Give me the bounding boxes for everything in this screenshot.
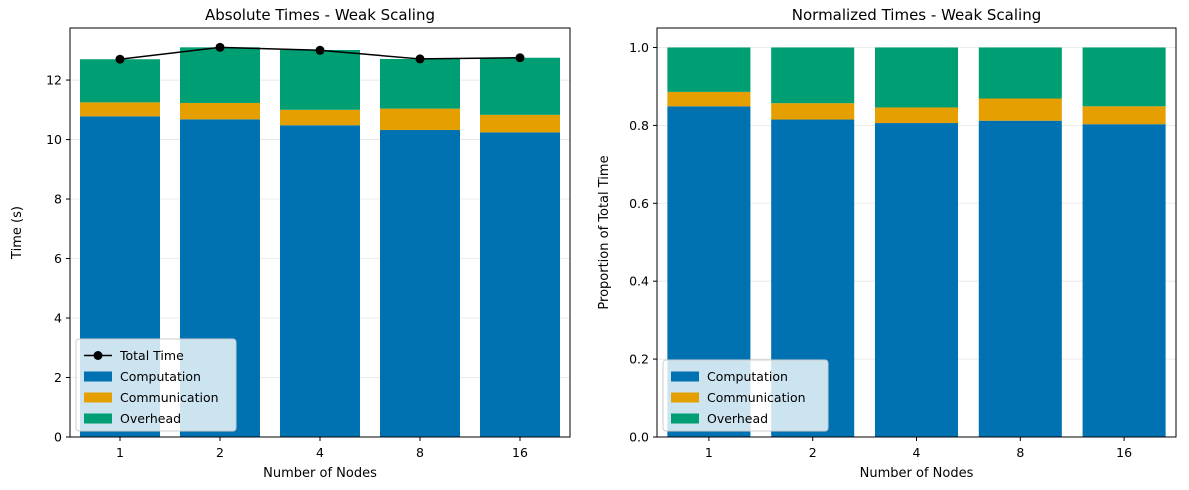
bar-overhead-2 [771, 47, 855, 104]
bar-computation-16 [1082, 124, 1166, 438]
y-tick-label: 12 [46, 73, 62, 88]
total-time-point-16 [515, 53, 525, 63]
x-axis-label: Number of Nodes [263, 466, 377, 481]
x-tick-label: 2 [216, 445, 224, 460]
chart-title: Absolute Times - Weak Scaling [205, 6, 435, 24]
y-tick-label: 0.8 [629, 118, 649, 133]
bar-overhead-1 [80, 59, 160, 103]
normalized-times-chart: 0.0 0.2 0.4 0.6 0.8 1.0 1 2 4 8 16 Normalized Times… [597, 6, 1177, 481]
total-time-point-4 [315, 45, 325, 55]
bar-overhead-4 [874, 47, 959, 108]
total-time-point-8 [415, 54, 425, 64]
bar-overhead-8 [978, 47, 1062, 99]
x-tick-label: 16 [512, 445, 528, 460]
bar-communication-16 [480, 114, 560, 133]
legend-label: Total Time [119, 348, 184, 363]
y-tick-label: 6 [54, 251, 62, 266]
legend-swatch-overhead [671, 413, 699, 424]
y-tick-label: 4 [54, 311, 62, 326]
y-tick-label: 0.0 [629, 430, 649, 445]
legend: Total Time Computation Communication Overhe… [75, 338, 237, 432]
y-tick-label: 10 [46, 132, 62, 147]
y-tick-label: 0.4 [629, 274, 649, 289]
x-tick-label: 16 [1116, 445, 1132, 460]
legend-box [75, 338, 237, 432]
bar-communication-1 [667, 91, 751, 107]
y-tick-label: 2 [54, 370, 62, 385]
x-axis-label: Number of Nodes [860, 466, 974, 481]
chart-title: Normalized Times - Weak Scaling [792, 6, 1041, 24]
x-tick-label: 4 [913, 445, 921, 460]
legend-label: Communication [707, 390, 806, 405]
y-tick-label: 0 [54, 430, 62, 445]
bar-overhead-2 [180, 47, 260, 103]
bar-computation-8 [380, 130, 460, 437]
legend-swatch-computation [671, 371, 699, 382]
bar-communication-8 [380, 108, 460, 131]
bar-overhead-1 [667, 47, 751, 92]
bar-overhead-8 [380, 58, 460, 109]
y-axis-label: Proportion of Total Time [597, 155, 612, 309]
total-time-point-1 [115, 54, 125, 64]
bar-overhead-4 [280, 50, 360, 110]
x-tick-label: 2 [809, 445, 817, 460]
bar-overhead-16 [1082, 47, 1166, 107]
legend-label: Computation [120, 369, 201, 384]
legend-swatch-computation [84, 371, 112, 382]
x-tick-label: 8 [1016, 445, 1024, 460]
bar-communication-16 [1082, 106, 1166, 125]
y-tick-label: 0.6 [629, 196, 649, 211]
legend-label: Communication [120, 390, 219, 405]
legend-swatch-communication [671, 392, 699, 403]
bar-communication-8 [978, 98, 1062, 121]
y-tick-label: 1.0 [629, 40, 649, 55]
bar-communication-4 [874, 107, 959, 124]
bar-communication-4 [280, 109, 360, 126]
bar-computation-4 [874, 123, 959, 437]
legend-swatch-overhead [84, 413, 112, 424]
bar-computation-4 [280, 125, 360, 437]
y-axis-label: Time (s) [10, 206, 25, 260]
x-tick-label: 8 [416, 445, 424, 460]
legend-label: Overhead [707, 411, 768, 426]
bar-communication-2 [771, 103, 855, 120]
bar-computation-16 [480, 132, 560, 437]
total-time-point-2 [215, 42, 225, 52]
x-tick-label: 1 [116, 445, 124, 460]
y-tick-label: 8 [54, 192, 62, 207]
x-tick-label: 4 [316, 445, 324, 460]
y-tick-label: 0.2 [629, 352, 649, 367]
x-tick-label: 1 [705, 445, 713, 460]
legend-marker-total-time [93, 351, 103, 360]
legend-label: Computation [707, 369, 788, 384]
bar-computation-8 [978, 120, 1062, 437]
bar-overhead-16 [480, 57, 560, 115]
legend-swatch-communication [84, 392, 112, 403]
bar-communication-1 [80, 102, 160, 117]
legend-box [662, 359, 829, 432]
legend: Computation Communication Overhead [662, 359, 829, 432]
legend-label: Overhead [120, 411, 181, 426]
bar-communication-2 [180, 102, 260, 120]
